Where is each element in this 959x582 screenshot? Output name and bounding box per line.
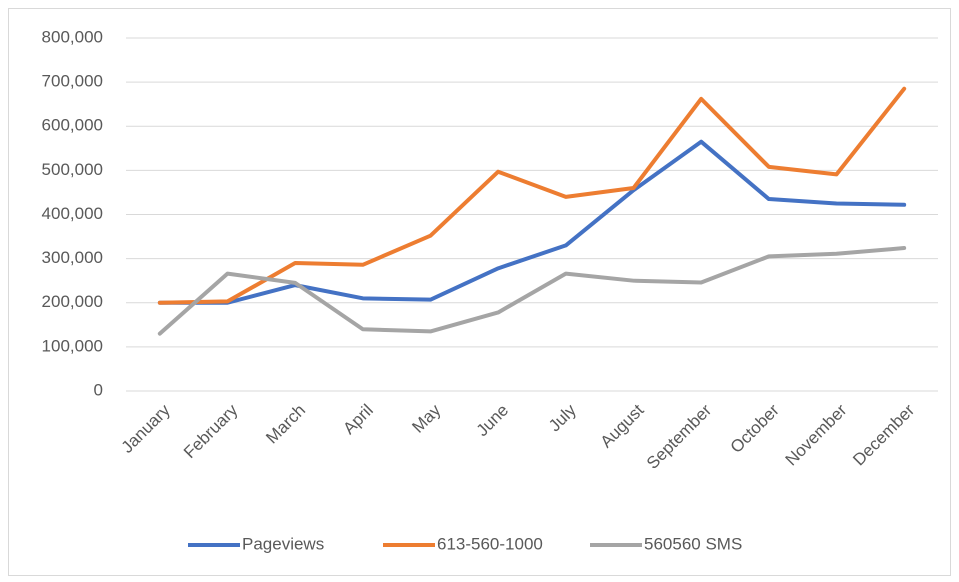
y-tick-label: 300,000: [42, 248, 103, 267]
line-series: [157, 86, 907, 305]
y-tick-label: 0: [94, 380, 103, 399]
y-tick-label: 600,000: [42, 116, 103, 135]
legend-label: 613-560-1000: [437, 534, 543, 553]
legend-label: 560560 SMS: [644, 534, 742, 553]
y-tick-label: 200,000: [42, 292, 103, 311]
line-series: [157, 139, 907, 305]
y-tick-label: 100,000: [42, 336, 103, 355]
y-tick-label: 400,000: [42, 204, 103, 223]
legend-label: Pageviews: [242, 534, 324, 553]
y-tick-label: 800,000: [42, 27, 103, 46]
y-tick-label: 700,000: [42, 72, 103, 91]
y-tick-label: 500,000: [42, 160, 103, 179]
chart-border: [8, 8, 951, 576]
line-series: [157, 246, 907, 336]
